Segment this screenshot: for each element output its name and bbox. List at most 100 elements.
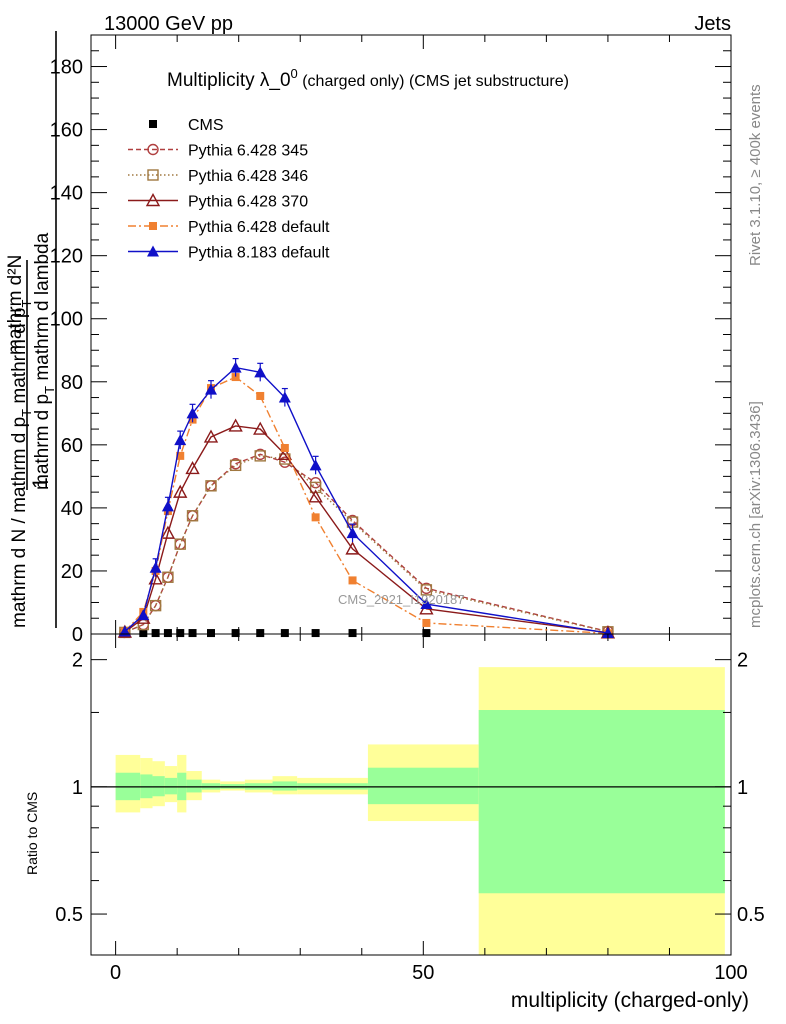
ratio-plot-frame	[90, 633, 732, 956]
legend-item: Pythia 6.428 345	[128, 143, 308, 160]
data-point-square	[311, 513, 320, 522]
data-point-open-circle	[147, 143, 159, 156]
main-y-axis-label: 1 mathrm d N / mathrm d pT mathrm d pT	[9, 31, 57, 628]
data-point-square	[163, 629, 172, 638]
ratio-inner-band	[367, 767, 479, 805]
main-y-tick-label: 0	[72, 624, 83, 646]
data-point-open-square	[254, 450, 266, 462]
data-point-open-square	[309, 481, 322, 494]
x-tick-label: 0	[110, 962, 121, 984]
data-point-square	[348, 629, 357, 638]
series-cms	[120, 629, 612, 638]
main-y-tick-label: 20	[61, 561, 83, 583]
main-y-axis-label-upper: mathrm d pT mathrm d lambda mathrm d²N	[5, 232, 57, 490]
data-point-open-triangle	[308, 489, 323, 503]
legend-item: Pythia 8.183 default	[128, 245, 330, 262]
ratio-axis-ticks: 0.5 0.5 1 1 2 2 0 50 100	[55, 634, 765, 984]
data-point-triangle	[161, 500, 174, 512]
plot-title-main: Multiplicity λ_0	[167, 70, 291, 91]
main-plot-frame	[90, 34, 732, 635]
plot-title: Multiplicity λ_00 (charged only) (CMS je…	[167, 66, 569, 91]
data-point-square	[256, 629, 265, 638]
ratio-y-tick-label-right: 2	[737, 650, 748, 672]
x-tick-label: 100	[714, 962, 747, 984]
legend-label: Pythia 6.428 345	[188, 143, 308, 160]
data-point-square	[149, 120, 157, 128]
ratio-y-tick-label: 1	[72, 777, 83, 799]
data-point-square	[231, 373, 240, 382]
main-y-tick-label: 40	[61, 498, 83, 520]
data-point-triangle	[137, 609, 150, 621]
x-axis-label: multiplicity (charged-only)	[511, 989, 749, 1012]
main-y-tick-label: 80	[61, 372, 83, 394]
main-plot-panel: 0 20 40 60 80 100 120 140 160 180 Multiplicity λ_…	[5, 31, 732, 646]
y-label-one: 1	[29, 477, 52, 489]
data-point-square	[176, 629, 185, 638]
data-point-open-square	[147, 169, 159, 181]
main-y-tick-label: 100	[50, 309, 83, 331]
data-point-open-triangle	[145, 193, 161, 207]
legend-item: Pythia 6.428 370	[128, 193, 308, 211]
series-line	[124, 376, 608, 635]
data-point-triangle	[420, 598, 433, 610]
watermark-label: CMS_2021_I1920187	[338, 592, 465, 607]
ratio-y-tick-label: 0.5	[55, 904, 83, 926]
data-point-triangle	[601, 627, 614, 639]
rivet-version-label: Rivet 3.1.10, ≥ 400k events	[747, 84, 764, 266]
series-pythia-6-428-345	[119, 448, 614, 639]
data-point-square	[280, 629, 289, 638]
data-point-open-triangle	[253, 421, 268, 435]
data-point-open-square	[149, 599, 162, 612]
data-point-open-triangle	[228, 418, 243, 432]
ratio-y-tick-label-right: 0.5	[737, 904, 765, 926]
data-point-triangle	[147, 245, 159, 257]
legend-item: Pythia 6.428 346	[128, 168, 308, 185]
ratio-y-tick-label-right: 1	[737, 777, 748, 799]
data-point-square	[348, 576, 357, 585]
legend-label: Pythia 6.428 346	[188, 168, 308, 185]
ratio-inner-band	[152, 776, 165, 797]
header-right-label: Jets	[694, 13, 731, 35]
data-point-open-square	[420, 584, 433, 596]
legend-label: CMS	[188, 117, 224, 134]
main-y-tick-label: 140	[50, 183, 83, 205]
data-point-square	[256, 391, 265, 400]
data-point-triangle	[309, 459, 322, 471]
data-point-square	[139, 629, 148, 638]
ratio-inner-band	[164, 777, 178, 795]
ratio-plot-panel: 0.5 0.5 1 1 2 2 0 50 100 Ratio to CMS multiplici…	[24, 633, 765, 1012]
data-point-triangle	[278, 391, 291, 403]
data-point-square	[231, 629, 240, 638]
data-point-open-square	[205, 480, 217, 492]
data-point-open-square	[162, 571, 174, 583]
x-tick-label: 50	[412, 962, 434, 984]
data-point-square	[422, 629, 431, 638]
ratio-y-axis-label: Ratio to CMS	[24, 792, 40, 875]
data-point-triangle	[346, 527, 359, 539]
data-point-open-circle	[205, 480, 217, 492]
header-left-label: 13000 GeV pp	[104, 13, 233, 35]
data-point-open-triangle	[345, 541, 360, 555]
data-point-triangle	[254, 366, 267, 378]
y-label-den-a: mathrm d N / mathrm d p	[9, 417, 30, 628]
legend: CMS Pythia 6.428 345 Pythia 6.428 346 Pythi…	[128, 117, 330, 262]
data-point-square	[149, 222, 157, 230]
main-y-tick-label: 160	[50, 120, 83, 142]
data-point-square	[311, 629, 320, 638]
y-label-inner-den-b: mathrm d lambda	[32, 232, 53, 386]
data-point-triangle	[186, 407, 199, 419]
y-label-numerator: mathrm d²N	[5, 255, 26, 355]
data-point-open-triangle	[160, 525, 176, 539]
ratio-y-tick-label: 2	[72, 650, 83, 672]
data-point-square	[151, 629, 160, 638]
plot-title-tail: (charged only) (CMS jet substructure)	[298, 73, 569, 90]
data-point-open-square	[186, 510, 199, 522]
series-pythia-6-428-346	[119, 450, 614, 639]
series-line	[124, 366, 609, 634]
data-point-square	[176, 451, 185, 460]
data-point-square	[422, 618, 431, 627]
legend-label: Pythia 6.428 370	[188, 194, 308, 211]
data-point-triangle	[205, 383, 217, 395]
data-point-open-square	[229, 459, 242, 472]
